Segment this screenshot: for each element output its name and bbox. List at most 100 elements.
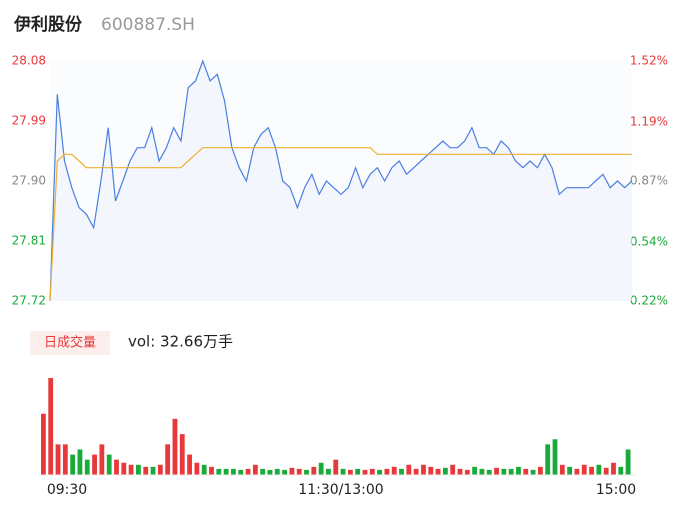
volume-bar (172, 418, 178, 475)
volume-bar (245, 468, 251, 475)
volume-bar (179, 434, 185, 475)
volume-bar (537, 466, 543, 475)
volume-bar (413, 468, 419, 475)
volume-bar (611, 462, 616, 475)
volume-bar (530, 469, 536, 475)
volume-total: vol: 32.66万手 (128, 333, 233, 351)
volume-bar (545, 444, 551, 475)
volume-bar (391, 466, 397, 475)
y-tick-label: 28.08 (12, 54, 46, 68)
volume-bar (55, 444, 61, 475)
volume-bar (136, 464, 141, 475)
volume-bar (128, 464, 134, 475)
volume-bar (296, 468, 302, 475)
volume-bar (494, 467, 499, 475)
stock-code: 600887.SH (101, 15, 195, 35)
volume-bar (625, 449, 631, 475)
volume-bar (369, 468, 375, 475)
volume-bar (106, 454, 112, 475)
volume-bar (450, 464, 456, 475)
volume-bar (326, 468, 331, 475)
volume-bar (399, 468, 404, 475)
y2-tick-label: 0.87% (630, 174, 668, 188)
volume-bar (165, 444, 171, 475)
volume-bar (223, 468, 229, 475)
y2-tick-label: 1.52% (630, 54, 668, 68)
volume-bar (311, 466, 317, 475)
volume-bar (201, 464, 207, 475)
volume-bar (216, 468, 222, 475)
volume-bar (77, 449, 83, 475)
volume-bar (464, 469, 470, 475)
price-area (50, 61, 632, 301)
y2-tick-label: 0.22% (630, 294, 668, 308)
volume-bar (187, 454, 192, 475)
volume-bar (618, 466, 624, 475)
volume-legend-badge (30, 331, 110, 355)
volume-bar (114, 459, 119, 475)
volume-bar (559, 464, 565, 475)
volume-bar (340, 468, 346, 475)
y-tick-label: 27.90 (12, 174, 46, 188)
volume-bar (362, 469, 368, 475)
volume-bar (304, 469, 309, 475)
x-tick-label: 09:30 (47, 482, 87, 498)
volume-bar (516, 466, 521, 475)
volume-bar (501, 468, 507, 475)
volume-bar (209, 466, 214, 475)
y2-tick-label: 0.54% (630, 234, 668, 248)
volume-bar (48, 378, 54, 475)
volume-bar (231, 468, 236, 475)
volume-bar (84, 459, 90, 475)
volume-bar (384, 468, 390, 475)
volume-bar (282, 469, 287, 475)
y-tick-label: 27.81 (12, 234, 46, 248)
volume-bar (406, 464, 412, 475)
volume-bar (121, 462, 127, 475)
volume-bar (260, 468, 266, 475)
volume-bar (99, 444, 105, 475)
y-tick-label: 27.72 (12, 294, 46, 308)
volume-bar (92, 454, 97, 475)
volume-bar (574, 468, 580, 475)
volume-bar (596, 464, 602, 475)
volume-bar (194, 462, 200, 475)
volume-bar (333, 459, 339, 475)
volume-bar (442, 467, 448, 475)
volume-bar (508, 468, 514, 475)
volume-bar (318, 462, 324, 475)
price-line (49, 59, 633, 302)
y2-tick-label: 1.19% (630, 114, 668, 128)
volume-bar (62, 444, 68, 475)
stock-name: 伊利股份 (13, 14, 83, 35)
volume-bar (589, 466, 594, 475)
x-tick-label: 11:30/13:00 (298, 482, 383, 498)
volume-bar (552, 439, 558, 475)
volume-bar (486, 469, 492, 475)
volume-bar (289, 467, 295, 475)
volume-bar (523, 468, 529, 475)
volume-bar (150, 466, 156, 475)
volume-bar (457, 468, 463, 475)
volume-bar (377, 469, 383, 475)
volume-bar (157, 464, 163, 475)
volume-bar (347, 469, 353, 475)
average-line (49, 147, 632, 302)
volume-bar (421, 464, 426, 475)
y-tick-label: 27.99 (12, 114, 46, 128)
volume-bar (274, 468, 280, 475)
volume-bar (70, 454, 76, 475)
volume-bar (355, 468, 361, 475)
x-tick-label: 15:00 (596, 482, 636, 498)
volume-bar (435, 468, 441, 475)
volume-bar (581, 464, 587, 475)
volume-bar (479, 468, 485, 475)
volume-bar (567, 466, 573, 475)
volume-bar (143, 466, 149, 475)
volume-bar (267, 469, 273, 475)
volume-bar (252, 464, 258, 475)
volume-bar (428, 466, 434, 475)
volume-bar (238, 469, 244, 475)
volume-legend: 日成交量 (44, 335, 96, 351)
